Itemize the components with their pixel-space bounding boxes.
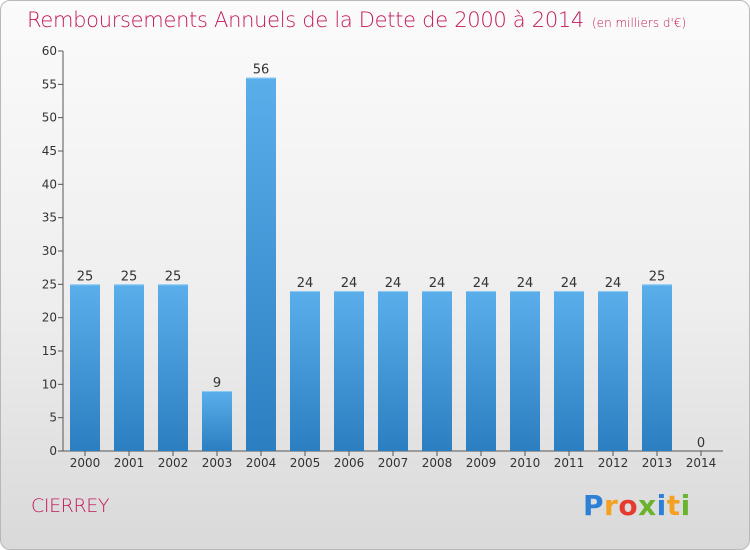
bar xyxy=(70,284,100,451)
x-tick-label: 2000 xyxy=(70,456,101,470)
data-label: 56 xyxy=(253,63,270,78)
data-label: 25 xyxy=(649,269,666,284)
x-tick-label: 2009 xyxy=(466,456,497,470)
y-tick-label: 25 xyxy=(42,277,57,291)
chart-labels: 25 25 25 9 56 24 24 24 24 24 24 24 24 25 0 xyxy=(77,63,705,451)
y-tick-label: 55 xyxy=(42,77,57,91)
y-tick-label: 40 xyxy=(42,177,57,191)
bar xyxy=(466,291,496,451)
commune-name: CIERREY xyxy=(31,495,110,517)
x-tick-label: 2010 xyxy=(510,456,541,470)
data-label: 25 xyxy=(77,269,94,284)
y-tick-label: 60 xyxy=(42,44,57,58)
logo-letter: x xyxy=(638,489,657,522)
y-tick-label: 50 xyxy=(42,111,57,125)
x-tick-label: 2001 xyxy=(114,456,145,470)
logo-letter: i xyxy=(680,489,691,522)
data-label: 24 xyxy=(385,276,402,291)
data-label: 24 xyxy=(473,276,490,291)
x-tick-label: 2005 xyxy=(290,456,321,470)
logo-letter: o xyxy=(618,489,639,522)
logo-letter: r xyxy=(604,489,619,522)
bar xyxy=(554,291,584,451)
logo-letter: P xyxy=(583,489,605,522)
data-label: 24 xyxy=(429,276,446,291)
data-label: 24 xyxy=(517,276,534,291)
data-label: 24 xyxy=(605,276,622,291)
chart-bars xyxy=(70,77,672,452)
bar xyxy=(510,291,540,451)
data-label: 24 xyxy=(341,276,358,291)
x-tick-label: 2004 xyxy=(246,456,277,470)
data-label: 0 xyxy=(697,436,705,451)
x-tick-label: 2002 xyxy=(158,456,189,470)
chart-unit-note: (en milliers d'€) xyxy=(592,16,687,30)
x-tick-label: 2003 xyxy=(202,456,233,470)
chart-title-text: Remboursements Annuels de la Dette de 20… xyxy=(27,8,584,32)
x-tick-label: 2007 xyxy=(378,456,409,470)
x-tick-label: 2008 xyxy=(422,456,453,470)
x-tick-label: 2014 xyxy=(686,456,717,470)
chart-axes: 0 5 10 15 20 25 30 35 40 45 50 55 60 2000 2001 2002 2003… xyxy=(42,44,723,470)
bar xyxy=(290,291,320,451)
data-label: 9 xyxy=(213,376,221,391)
y-tick-label: 10 xyxy=(42,377,57,391)
x-tick-label: 2011 xyxy=(554,456,585,470)
x-tick-label: 2013 xyxy=(642,456,673,470)
y-tick-label: 20 xyxy=(42,311,57,325)
y-tick-label: 30 xyxy=(42,244,57,258)
bar xyxy=(422,291,452,451)
y-tick-label: 45 xyxy=(42,144,57,158)
bar xyxy=(598,291,628,451)
data-label: 25 xyxy=(165,269,182,284)
y-tick-label: 0 xyxy=(49,444,57,458)
bar xyxy=(158,284,188,451)
data-label: 24 xyxy=(561,276,578,291)
logo-letter: i xyxy=(656,489,667,522)
logo-letter: t xyxy=(666,489,681,522)
bar xyxy=(642,284,672,451)
bar xyxy=(334,291,364,451)
chart-title: Remboursements Annuels de la Dette de 20… xyxy=(27,8,686,32)
y-tick-label: 5 xyxy=(49,411,57,425)
data-label: 25 xyxy=(121,269,138,284)
x-tick-label: 2012 xyxy=(598,456,629,470)
proxiti-logo: Proxiti xyxy=(583,489,691,522)
bar xyxy=(114,284,144,451)
y-tick-label: 35 xyxy=(42,211,57,225)
data-label: 24 xyxy=(297,276,314,291)
bar xyxy=(202,391,232,451)
y-tick-label: 15 xyxy=(42,344,57,358)
x-tick-label: 2006 xyxy=(334,456,365,470)
bar xyxy=(378,291,408,451)
bar xyxy=(246,77,276,452)
